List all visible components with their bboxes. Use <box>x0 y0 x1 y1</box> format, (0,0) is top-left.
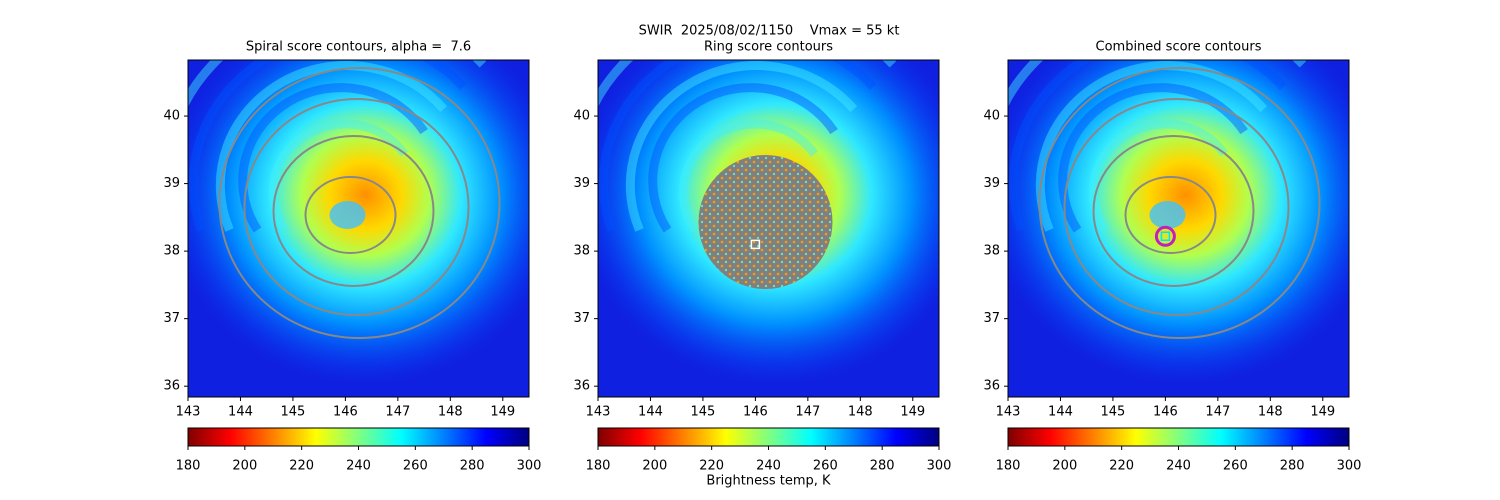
score-contour <box>304 176 397 254</box>
center-ring <box>1154 225 1176 247</box>
score-contour <box>1063 98 1290 316</box>
x-tick-label: 149 <box>1310 405 1335 420</box>
score-contour <box>1038 67 1321 339</box>
colorbar-tick-label: 220 <box>1109 459 1134 474</box>
y-tick-label: 36 <box>163 379 180 394</box>
x-tick-label: 146 <box>333 405 358 420</box>
center-marker <box>1160 231 1171 242</box>
colorbar-tick-label: 240 <box>346 459 371 474</box>
colorbar-tick-label: 280 <box>1280 459 1305 474</box>
y-tick-label: 39 <box>983 176 1000 191</box>
x-tick-label: 148 <box>1258 405 1283 420</box>
x-tick-label: 144 <box>1048 405 1073 420</box>
rain-band <box>188 60 467 232</box>
colorbar-tick-label: 240 <box>756 459 781 474</box>
colorbar-tick-label: 180 <box>176 459 201 474</box>
y-tick-label: 36 <box>573 379 590 394</box>
y-tick-label: 39 <box>163 176 180 191</box>
x-tick-label: 146 <box>1153 405 1178 420</box>
rain-band <box>1058 83 1248 233</box>
x-tick-label: 143 <box>176 405 201 420</box>
x-tick-label: 149 <box>900 405 925 420</box>
y-tick-label: 40 <box>983 109 1000 124</box>
x-tick-label: 148 <box>848 405 873 420</box>
satellite-image <box>598 60 939 397</box>
y-tick-label: 40 <box>573 109 590 124</box>
x-tick-label: 149 <box>490 405 515 420</box>
x-tick-label: 147 <box>1205 405 1230 420</box>
colorbar-tick-label: 220 <box>699 459 724 474</box>
colorbar-tick-label: 300 <box>927 459 952 474</box>
score-contour <box>1092 135 1255 287</box>
y-tick-label: 38 <box>983 244 1000 259</box>
colorbar-tick-label: 260 <box>1223 459 1248 474</box>
colorbar-tick-label: 260 <box>403 459 428 474</box>
x-tick-label: 147 <box>385 405 410 420</box>
y-tick-label: 37 <box>983 311 1000 326</box>
rain-band <box>598 60 877 232</box>
cloud-shield <box>1008 60 1349 385</box>
x-tick-label: 143 <box>996 405 1021 420</box>
y-tick-label: 40 <box>163 109 180 124</box>
colorbar-tick-label: 300 <box>1337 459 1362 474</box>
rain-band <box>1008 60 1287 232</box>
rain-band <box>648 83 838 233</box>
panel-title: Spiral score contours, alpha = 7.6 <box>246 40 471 55</box>
x-tick-label: 148 <box>438 405 463 420</box>
x-tick-label: 146 <box>743 405 768 420</box>
colorbar-tick-label: 300 <box>517 459 542 474</box>
colorbar-label: Brightness temp, K <box>706 474 831 489</box>
satellite-image <box>188 60 529 397</box>
y-tick-label: 36 <box>983 379 1000 394</box>
colorbar-tick-label: 200 <box>1052 459 1077 474</box>
ring-score-contours <box>698 155 833 289</box>
y-tick-label: 37 <box>573 311 590 326</box>
cloud-shield <box>188 60 529 385</box>
colorbar-tick-label: 180 <box>996 459 1021 474</box>
rain-band <box>238 83 428 233</box>
axes-frame <box>597 59 940 398</box>
score-contour <box>218 67 501 339</box>
rain-band <box>678 119 819 233</box>
colorbar-tick-label: 220 <box>289 459 314 474</box>
score-contour <box>243 98 470 316</box>
y-tick-label: 39 <box>573 176 590 191</box>
colorbar-tick-label: 280 <box>870 459 895 474</box>
satellite-image <box>1008 60 1349 397</box>
panel-title: Combined score contours <box>1096 40 1262 55</box>
colorbar-tick-label: 240 <box>1166 459 1191 474</box>
x-tick-label: 144 <box>638 405 663 420</box>
y-tick-label: 38 <box>573 244 590 259</box>
score-contour <box>1124 176 1217 254</box>
rain-band <box>625 60 858 232</box>
x-tick-label: 145 <box>691 405 716 420</box>
x-tick-label: 144 <box>228 405 253 420</box>
axes-frame <box>1007 59 1350 398</box>
score-contour <box>272 135 435 287</box>
center-marker <box>750 239 761 250</box>
colorbar <box>597 427 940 447</box>
x-tick-label: 147 <box>795 405 820 420</box>
colorbar-tick-label: 180 <box>586 459 611 474</box>
colorbar-tick-label: 200 <box>642 459 667 474</box>
eye <box>329 201 366 229</box>
axes-frame <box>187 59 530 398</box>
x-tick-label: 145 <box>281 405 306 420</box>
panel-title: Ring score contours <box>704 40 833 55</box>
colorbar <box>1007 427 1350 447</box>
x-tick-label: 143 <box>586 405 611 420</box>
figure-title: SWIR 2025/08/02/1150 Vmax = 55 kt <box>639 24 900 39</box>
colorbar-tick-label: 200 <box>232 459 257 474</box>
colorbar-tick-label: 280 <box>460 459 485 474</box>
eye <box>1149 201 1186 229</box>
colorbar-tick-label: 260 <box>813 459 838 474</box>
x-tick-label: 145 <box>1101 405 1126 420</box>
colorbar <box>187 427 530 447</box>
y-tick-label: 37 <box>163 311 180 326</box>
y-tick-label: 38 <box>163 244 180 259</box>
